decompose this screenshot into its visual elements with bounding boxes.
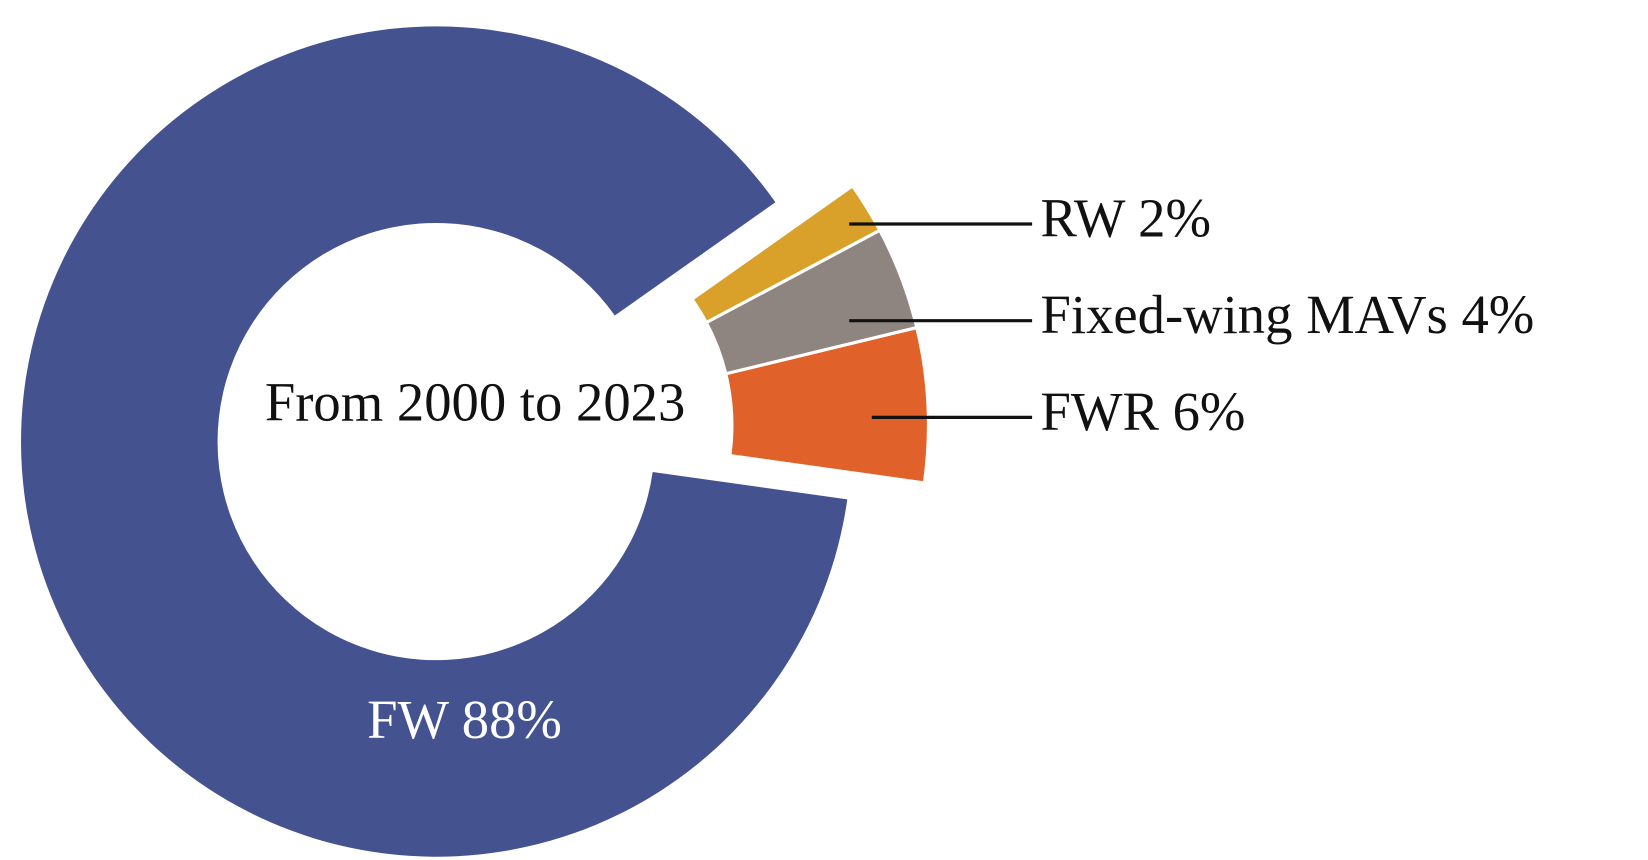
slice-label: RW 2% (1041, 188, 1212, 249)
slice-label: FW 88% (367, 689, 562, 750)
donut-slice (21, 26, 848, 857)
slice-label: FWR 6% (1041, 381, 1246, 442)
slice-label: Fixed-wing MAVs 4% (1041, 284, 1535, 345)
center-text: From 2000 to 2023 (265, 371, 685, 432)
donut-slice (689, 183, 882, 325)
